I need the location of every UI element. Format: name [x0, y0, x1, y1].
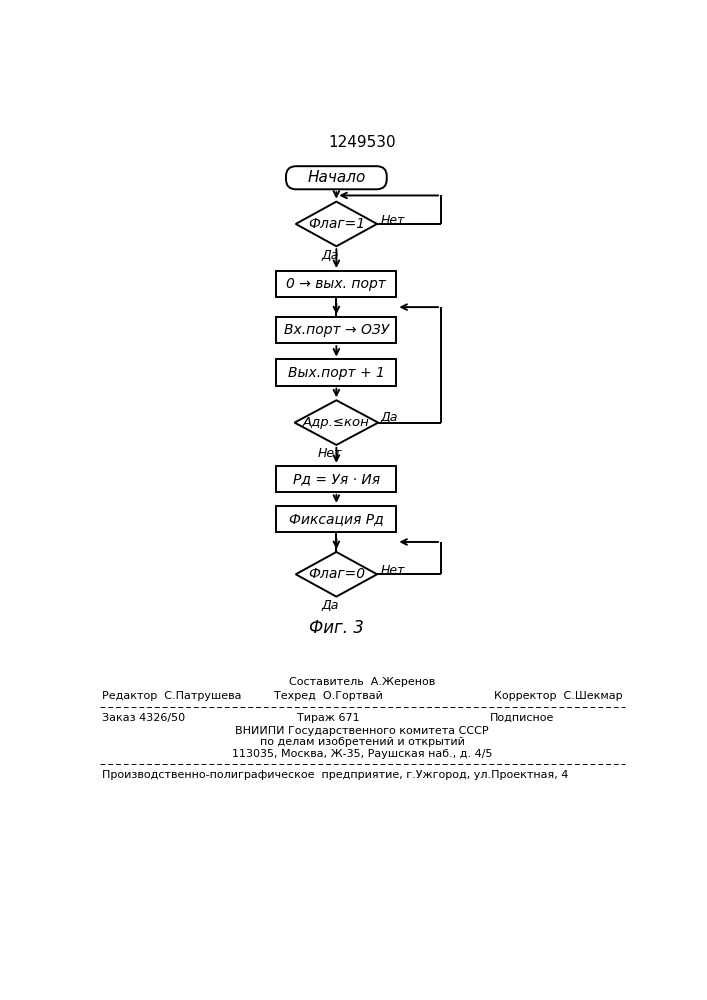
FancyBboxPatch shape	[286, 166, 387, 189]
Text: Начало: Начало	[307, 170, 366, 185]
Text: 1249530: 1249530	[328, 135, 396, 150]
Text: 113035, Москва, Ж-35, Раушская наб., д. 4/5: 113035, Москва, Ж-35, Раушская наб., д. …	[232, 749, 492, 759]
Text: Флаг=1: Флаг=1	[308, 217, 365, 231]
Text: Да: Да	[322, 249, 339, 262]
Text: 0 → вых. порт: 0 → вых. порт	[286, 277, 386, 291]
Bar	[276, 506, 397, 532]
Text: Да: Да	[380, 411, 398, 424]
Text: Заказ 4326/50: Заказ 4326/50	[103, 713, 185, 723]
Text: Фиг. 3: Фиг. 3	[309, 619, 364, 637]
Text: Вых.порт + 1: Вых.порт + 1	[288, 366, 385, 380]
Bar	[276, 271, 397, 297]
Bar	[276, 317, 397, 343]
Text: Редактор  С.Патрушева: Редактор С.Патрушева	[103, 691, 242, 701]
Text: Рд = Уя · Ия: Рд = Уя · Ия	[293, 472, 380, 486]
Text: Вх.порт → ОЗУ: Вх.порт → ОЗУ	[284, 323, 389, 337]
Text: Адр.≤кон: Адр.≤кон	[303, 416, 370, 429]
Text: ВНИИПИ Государственного комитета СССР: ВНИИПИ Государственного комитета СССР	[235, 726, 489, 736]
Polygon shape	[296, 202, 377, 246]
Text: Фиксация Рд: Фиксация Рд	[289, 512, 384, 526]
Text: Нет: Нет	[318, 447, 342, 460]
Text: Техред  О.Гортвай: Техред О.Гортвай	[274, 691, 383, 701]
Text: Подписное: Подписное	[490, 713, 554, 723]
Bar	[276, 466, 397, 492]
Text: Флаг=0: Флаг=0	[308, 567, 365, 581]
Polygon shape	[296, 552, 377, 597]
Text: Корректор  С.Шекмар: Корректор С.Шекмар	[493, 691, 622, 701]
Text: Тираж 671: Тираж 671	[298, 713, 360, 723]
Text: Производственно-полиграфическое  предприятие, г.Ужгород, ул.Проектная, 4: Производственно-полиграфическое предприя…	[103, 770, 568, 780]
Text: Да: Да	[322, 599, 339, 612]
Polygon shape	[295, 400, 378, 445]
Text: по делам изобретений и открытий: по делам изобретений и открытий	[259, 737, 464, 747]
Bar	[276, 359, 397, 386]
Text: Нет: Нет	[381, 214, 405, 227]
Text: Нет: Нет	[381, 564, 405, 577]
Text: Составитель  А.Жеренов: Составитель А.Жеренов	[289, 677, 435, 687]
